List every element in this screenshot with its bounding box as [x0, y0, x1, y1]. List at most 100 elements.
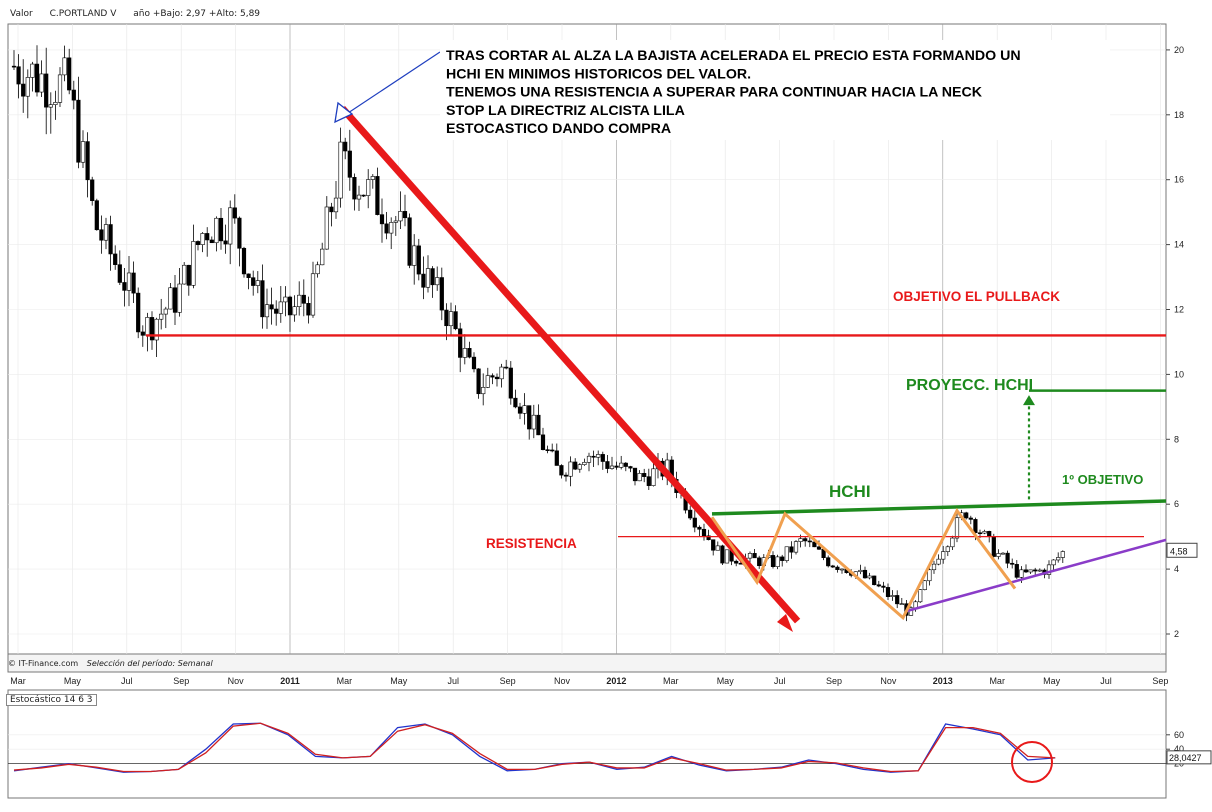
candle — [191, 241, 196, 286]
candle — [499, 366, 504, 380]
candle — [1010, 562, 1015, 565]
resistencia-label: RESISTENCIA — [486, 536, 577, 551]
y-axis: 2 4 6 8 10 12 14 16 18 20 4,58 — [1166, 45, 1198, 639]
candle — [982, 531, 987, 534]
candle — [182, 264, 187, 285]
candle — [301, 294, 306, 304]
candle — [94, 200, 99, 231]
candle — [724, 549, 730, 564]
candle — [430, 268, 435, 286]
candle — [508, 367, 513, 399]
candle — [927, 569, 932, 582]
range-text: año +Bajo: 2,97 +Alto: 5,89 — [133, 9, 261, 19]
annotation-line: TRAS CORTAR AL ALZA LA BAJISTA ACELERADA… — [446, 48, 1021, 64]
candle — [347, 150, 352, 178]
candle — [568, 461, 573, 477]
candle — [1019, 569, 1024, 578]
candle — [867, 575, 872, 579]
annotations: TRAS CORTAR AL ALZA LA BAJISTA ACELERADA… — [440, 40, 1143, 551]
candle — [490, 375, 495, 378]
candle — [642, 473, 647, 477]
candle — [531, 414, 536, 430]
candle — [504, 366, 509, 369]
candle — [798, 538, 803, 542]
stoch-tick-label: 60 — [1174, 730, 1184, 740]
x-tick-label: May — [717, 676, 735, 686]
candle — [1051, 559, 1056, 566]
candle — [1046, 564, 1052, 575]
candle — [85, 141, 90, 181]
candle — [494, 376, 500, 380]
candle — [324, 206, 329, 250]
candle — [30, 63, 35, 78]
candle — [237, 217, 242, 249]
stoch-value-label: 28,0427 — [1169, 753, 1202, 763]
candle — [16, 66, 21, 85]
candle — [757, 557, 762, 567]
candle — [899, 603, 904, 606]
y-tick-label: 8 — [1174, 434, 1179, 444]
credit-text: © IT-Finance.com — [8, 659, 79, 668]
last-price-label: 4,58 — [1170, 546, 1188, 556]
candle — [333, 197, 339, 213]
candle — [425, 268, 431, 288]
candle — [232, 207, 237, 219]
candle — [205, 233, 210, 241]
x-tick-label: May — [390, 676, 408, 686]
candle — [596, 454, 601, 458]
candle — [471, 356, 477, 370]
candle — [931, 563, 937, 571]
candle — [439, 277, 444, 311]
x-tick-label: Nov — [554, 676, 571, 686]
candle — [527, 405, 532, 430]
series-label: Valor — [10, 9, 33, 19]
candle — [885, 587, 891, 597]
candle — [195, 241, 201, 245]
instrument-label: C.PORTLAND V — [49, 9, 117, 19]
candle — [76, 99, 81, 163]
annotation-arrow — [344, 51, 441, 116]
candle — [214, 217, 219, 244]
candle — [637, 473, 642, 482]
candle — [619, 462, 624, 468]
candle — [412, 245, 417, 266]
annotation-line: STOP LA DIRECTRIZ ALCISTA LILA — [446, 103, 685, 119]
candle — [485, 375, 490, 388]
candles — [11, 45, 1065, 622]
candle — [973, 519, 978, 534]
candle — [517, 406, 523, 414]
stoch-line-d — [13, 722, 1056, 773]
x-tick-label: Jul — [447, 676, 459, 686]
candle — [890, 595, 895, 597]
candle — [747, 553, 753, 559]
candle — [816, 546, 822, 550]
candle — [356, 194, 362, 200]
candle — [605, 461, 610, 469]
x-tick-label: Sep — [1152, 676, 1168, 686]
candle — [306, 303, 311, 316]
candle — [338, 141, 343, 199]
candle — [968, 517, 973, 520]
candle — [402, 211, 408, 219]
candle — [458, 328, 463, 358]
candle — [609, 465, 615, 469]
bajista-arrowhead — [777, 614, 793, 632]
candle — [830, 565, 835, 568]
x-tick-label: Mar — [10, 676, 26, 686]
x-tick-label: Sep — [826, 676, 842, 686]
candle — [393, 220, 398, 223]
candle — [421, 273, 426, 288]
candle — [839, 568, 845, 571]
candle — [701, 528, 707, 537]
candle — [692, 517, 697, 528]
candle — [586, 455, 592, 463]
candle — [25, 77, 30, 97]
x-tick-label: Jul — [121, 676, 133, 686]
candle — [872, 575, 877, 586]
candle — [862, 569, 868, 579]
x-tick-label: May — [1043, 676, 1061, 686]
candle — [48, 104, 53, 108]
annotation-line: TENEMOS UNA RESISTENCIA A SUPERAR PARA C… — [446, 85, 983, 101]
candle — [140, 331, 145, 336]
